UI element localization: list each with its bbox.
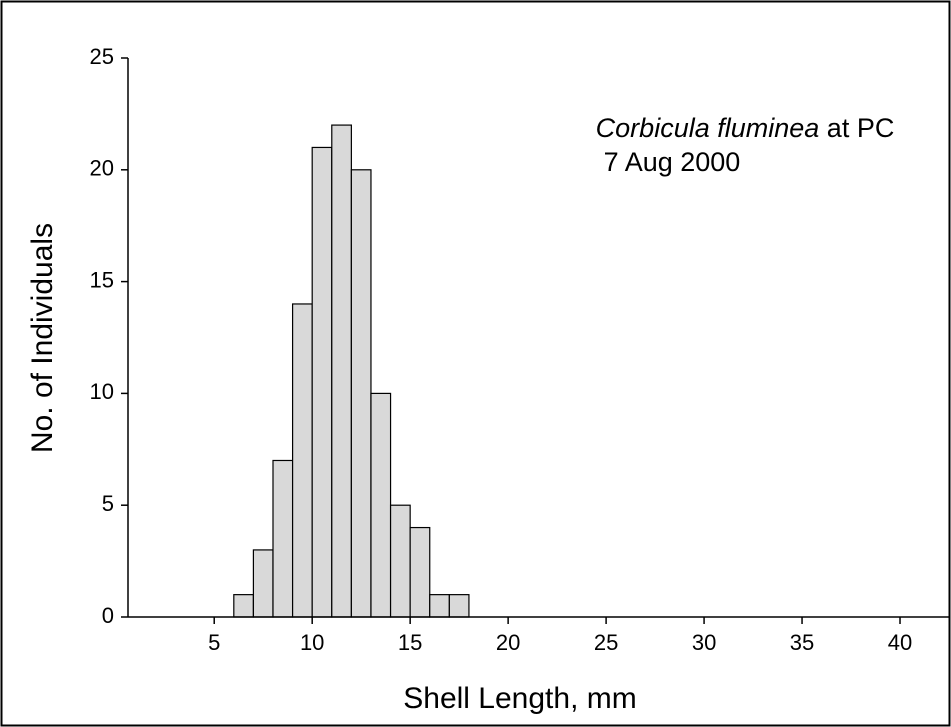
annotation-species: Corbicula fluminea xyxy=(596,113,820,143)
y-tick-label: 15 xyxy=(90,267,114,292)
x-tick-label: 20 xyxy=(496,630,520,655)
annotation: Corbicula fluminea at PC xyxy=(596,113,895,143)
y-axis-label: No. of Individuals xyxy=(26,223,59,453)
bar xyxy=(409,526,431,618)
x-tick-label: 10 xyxy=(300,630,324,655)
bar xyxy=(233,594,255,618)
bar xyxy=(311,146,333,618)
x-tick-label: 35 xyxy=(790,630,814,655)
bar xyxy=(252,549,274,618)
bar xyxy=(291,303,313,618)
y-tick-label: 25 xyxy=(90,44,114,69)
bar xyxy=(331,124,352,618)
bar xyxy=(389,504,411,618)
bar xyxy=(272,459,294,618)
x-tick-label: 25 xyxy=(594,630,618,655)
bar xyxy=(429,594,450,618)
bar xyxy=(370,392,392,618)
annotation-date: 7 Aug 2000 xyxy=(604,147,741,177)
y-tick-label: 10 xyxy=(90,379,114,404)
x-tick-label: 30 xyxy=(692,630,716,655)
bar xyxy=(448,594,470,618)
y-tick-label: 5 xyxy=(102,491,114,516)
x-axis-label: Shell Length, mm xyxy=(403,682,636,715)
y-tick-label: 20 xyxy=(90,156,114,181)
annotation-site: at PC xyxy=(827,113,895,143)
x-tick-label: 5 xyxy=(208,630,220,655)
y-tick-label: 0 xyxy=(102,603,114,628)
x-tick-label: 15 xyxy=(398,630,422,655)
bar xyxy=(350,169,372,618)
x-tick-label: 40 xyxy=(888,630,912,655)
